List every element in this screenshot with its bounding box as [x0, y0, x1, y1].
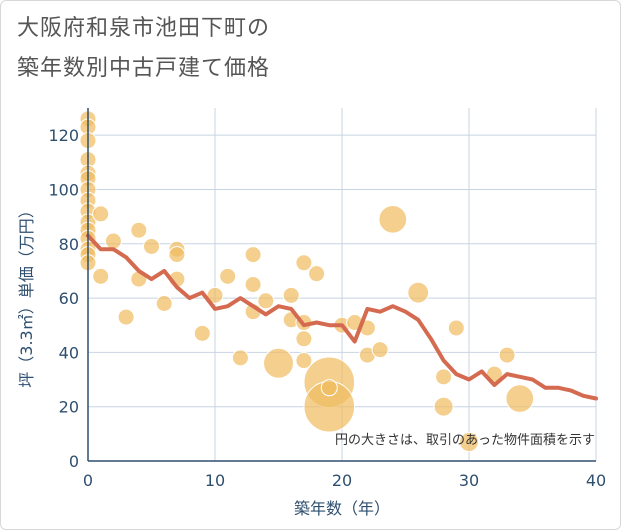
average-price-line [86, 233, 598, 401]
data-bubble [505, 384, 535, 413]
data-bubble [219, 267, 237, 285]
data-bubble [371, 341, 389, 359]
data-bubble [498, 346, 516, 364]
bubble-size-note: 円の大きさは、取引のあった物件面積を示す [335, 433, 595, 448]
x-tick-label: 20 [332, 471, 352, 490]
x-tick-label: 10 [205, 471, 225, 490]
y-tick-label: 60 [59, 289, 79, 308]
data-bubble [168, 246, 186, 264]
data-bubble [433, 396, 454, 417]
x-tick-label: 40 [586, 471, 606, 490]
data-bubble [143, 237, 160, 255]
data-bubble [92, 267, 110, 285]
data-bubble [435, 368, 453, 386]
data-bubble [295, 330, 313, 348]
chart-title-line-2: 築年数別中古戸建て価格 [17, 56, 271, 81]
data-bubble [104, 232, 122, 250]
data-bubble [117, 308, 135, 326]
data-bubble [206, 286, 224, 304]
y-tick-label: 0 [69, 452, 79, 471]
data-bubble [155, 295, 173, 313]
data-bubble [130, 221, 148, 239]
y-tick-label: 120 [48, 126, 79, 145]
x-tick-label: 0 [83, 471, 93, 490]
data-bubble [193, 324, 211, 342]
y-tick-label: 100 [48, 180, 79, 199]
data-bubble [244, 276, 262, 293]
data-bubble [308, 265, 326, 283]
data-bubble [257, 292, 275, 310]
x-tick-label: 30 [459, 471, 479, 490]
x-axis-label: 築年数（年） [294, 499, 390, 518]
data-bubble [447, 319, 465, 337]
data-bubble [295, 254, 313, 272]
axes: 0 10 20 30 40 0 20 40 60 80 100 120 [48, 108, 606, 490]
chart-title-line-1: 大阪府和泉市池田下町の [17, 16, 271, 41]
data-bubble [459, 432, 479, 452]
data-bubble [263, 347, 294, 379]
data-bubble [231, 349, 249, 367]
y-axis-label: 坪（3.3㎡）単価（万円） [17, 202, 36, 387]
y-tick-label: 40 [59, 343, 79, 362]
data-bubble [320, 379, 338, 397]
data-bubble [378, 204, 408, 234]
data-bubble [282, 286, 300, 304]
data-bubble [295, 352, 313, 370]
bubble-layer [79, 110, 535, 452]
y-tick-label: 20 [59, 398, 79, 417]
data-bubble [407, 281, 430, 304]
data-bubble [244, 246, 262, 264]
y-tick-label: 80 [59, 235, 79, 254]
data-bubble [92, 205, 110, 223]
